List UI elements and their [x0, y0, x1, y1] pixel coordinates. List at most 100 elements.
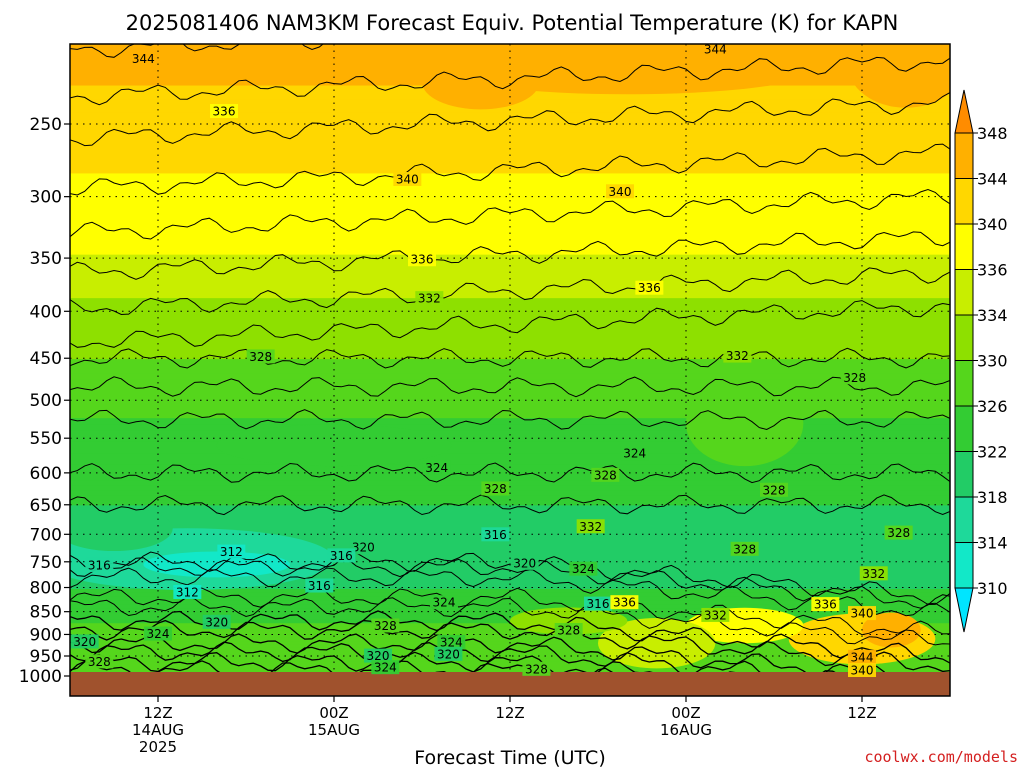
contour-label-bg — [884, 525, 913, 540]
contour-label-text: 320 — [205, 615, 228, 629]
field-band — [70, 592, 950, 598]
colorbar-segment — [954, 132, 974, 179]
colorbar-tick-label: 348 — [977, 124, 1008, 143]
contour-label-text: 320 — [73, 635, 96, 649]
contour-label-bg — [144, 626, 172, 641]
contour-label-bg — [173, 584, 202, 599]
colorbar-tick-label: 344 — [977, 170, 1008, 189]
contour-label: 328 — [85, 654, 114, 669]
contour-label: 336 — [210, 104, 238, 119]
contour-label-bg — [610, 595, 639, 610]
field-band — [70, 604, 950, 609]
contour-label: 324 — [144, 626, 172, 641]
contour-label-bg — [129, 51, 158, 66]
contour-label-bg — [591, 467, 620, 482]
x-tick-label: 12Z — [143, 704, 172, 722]
credit-text: coolwx.com/models — [864, 748, 1018, 766]
contour-label-text: 312 — [176, 585, 199, 599]
contour-label-bg — [422, 460, 451, 475]
hot-surface-region — [862, 612, 921, 648]
contour-label-bg — [434, 646, 463, 661]
colorbar-extension-high — [954, 89, 974, 134]
contour-line — [70, 56, 950, 106]
field-band — [70, 386, 950, 394]
contour-label: 320 — [434, 646, 463, 661]
contour-label: 324 — [422, 460, 451, 475]
contour-label: 328 — [840, 370, 869, 385]
contour-label-bg — [859, 566, 888, 581]
field-band — [70, 615, 950, 621]
contour-label-text: 316 — [88, 558, 111, 572]
contour-line — [70, 44, 324, 58]
contour-label: 332 — [415, 291, 444, 306]
contour-label-bg — [371, 618, 400, 633]
contour-label-bg — [85, 557, 114, 572]
field-band — [70, 533, 950, 539]
contour-line — [70, 376, 950, 398]
contour-line — [70, 596, 950, 646]
contour-label: 328 — [371, 618, 400, 633]
field-band — [70, 505, 950, 511]
contour-label: 320 — [202, 614, 231, 629]
contour-label: 332 — [723, 348, 752, 363]
field-band — [70, 216, 950, 227]
contour-label: 328 — [760, 482, 788, 497]
field-band — [70, 436, 950, 443]
contour-label: 320 — [349, 540, 378, 555]
field-band — [70, 564, 950, 570]
contour-label-bg — [217, 544, 246, 559]
field-band — [70, 392, 950, 401]
contour-label-text: 344 — [704, 42, 727, 56]
field-band — [70, 329, 950, 338]
contour-label-bg — [210, 104, 238, 119]
y-tick-label: 350 — [30, 249, 62, 269]
y-axis: 2503003504004505005506006507007508008509… — [19, 115, 70, 687]
contour-label: 328 — [554, 623, 583, 638]
contour-label: 328 — [884, 525, 913, 540]
contour-label-text: 320 — [513, 556, 536, 570]
field-band — [70, 572, 950, 578]
field-band — [70, 173, 950, 186]
contour-label-text: 336 — [213, 105, 236, 119]
field-band — [70, 263, 950, 274]
contour-label: 328 — [522, 661, 551, 676]
contour-label-bg — [760, 482, 788, 497]
contour-label-text: 328 — [374, 619, 397, 633]
contour-label: 336 — [610, 595, 639, 610]
contour-line — [70, 556, 950, 609]
contour-label: 336 — [635, 280, 664, 295]
field-band — [70, 298, 950, 307]
colorbar: 310 314 318 322 326 330 334 336 340 344 348 — [954, 89, 1008, 633]
contour-label-text: 324 — [440, 635, 463, 649]
moist-region — [216, 424, 452, 467]
contour-label-text: 328 — [88, 655, 111, 669]
contour-label-text: 328 — [887, 526, 910, 540]
contour-label-text: 340 — [851, 607, 874, 621]
field-band — [70, 138, 950, 151]
chart-title: 2025081406 NAM3KM Forecast Equiv. Potent… — [126, 11, 899, 35]
field-band — [70, 626, 950, 632]
contour-label: 332 — [576, 519, 605, 534]
field-band — [70, 538, 950, 544]
colorbar-segment — [954, 223, 974, 270]
contour-label: 340 — [848, 663, 876, 678]
contour-line — [70, 494, 950, 516]
colorbar-tick-label: 334 — [977, 306, 1008, 325]
contour-label: 328 — [591, 467, 620, 482]
contour-label-bg — [70, 634, 99, 649]
x-tick-label: 16AUG — [660, 721, 712, 739]
y-tick-label: 900 — [30, 625, 62, 645]
contour-label-text: 328 — [763, 483, 786, 497]
field-band — [70, 351, 950, 360]
gridlines — [70, 44, 950, 696]
contour-label-bg — [848, 649, 876, 664]
field-band — [70, 524, 950, 530]
field-band — [70, 337, 950, 346]
contour-label-text: 324 — [147, 627, 170, 641]
contour-label-text: 332 — [579, 520, 602, 534]
field-band — [70, 226, 950, 237]
contour-label-text: 324 — [623, 447, 646, 461]
contour-label: 316 — [584, 596, 612, 611]
